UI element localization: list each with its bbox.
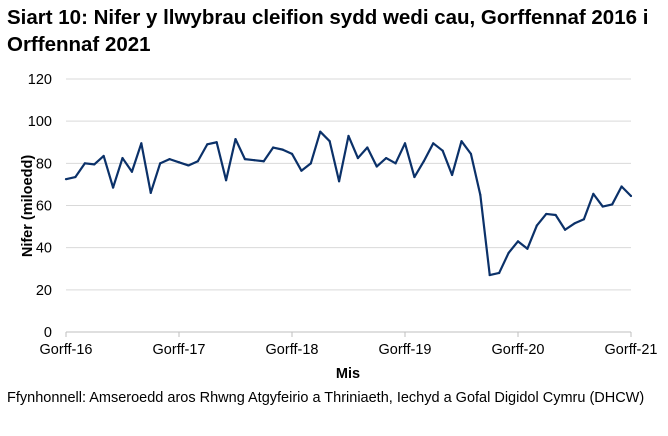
data-point [159,162,162,165]
data-point [488,273,491,277]
data-point [262,160,265,163]
data-point [149,191,152,194]
data-point [319,130,322,133]
y-tick-label: 40 [36,241,52,257]
data-point [74,175,77,179]
data-point [611,203,614,206]
data-point [290,152,294,155]
data-point [516,240,520,243]
data-point [328,140,331,143]
x-axis-title: Mis [336,366,360,382]
data-point [479,193,482,197]
data-point [526,247,529,250]
data-point [83,162,86,165]
y-tick-label: 80 [36,156,52,172]
y-tick-label: 60 [36,199,52,215]
data-point [168,158,171,161]
y-tick-label: 0 [44,325,52,341]
data-point [403,142,407,145]
data-point [394,162,397,165]
data-point [554,213,557,217]
x-tick-label: Gorff-19 [379,342,432,358]
data-point [460,140,463,143]
series-line [65,130,632,277]
data-point [300,169,303,172]
data-point [545,212,548,216]
data-point [130,170,134,173]
data-point [196,160,199,163]
data-point [422,160,425,163]
data-point [601,205,604,208]
data-point [309,162,312,165]
data-point [187,164,190,167]
data-point [272,146,275,149]
chart-title: Siart 10: Nifer y llwybrau cleifion sydd… [7,6,649,56]
x-tick-label: Gorff-17 [153,342,206,358]
data-point [215,141,218,144]
data-point [281,148,284,151]
data-point [592,192,595,196]
y-tick-label: 120 [28,72,52,88]
data-point [582,218,586,221]
x-tick-label: Gorff-16 [40,342,93,358]
data-point [102,154,105,158]
x-tick-label: Gorff-21 [605,342,658,358]
data-point [413,175,416,179]
data-point [573,222,576,225]
data-point [111,186,115,189]
data-point [93,163,96,166]
x-tick-label: Gorff-18 [266,342,319,358]
data-point [375,165,378,168]
data-point [450,173,454,177]
data-point [629,194,633,198]
data-point [337,180,341,183]
data-point [64,178,68,181]
data-point [507,251,510,255]
data-point [224,179,228,182]
data-point [469,152,473,155]
data-point [234,137,237,141]
data-point [535,224,538,227]
data-point [140,142,143,145]
data-point [243,158,247,161]
data-point [253,159,256,162]
data-point [347,134,350,138]
data-point [498,271,501,275]
x-tick-label: Gorff-20 [492,342,545,358]
data-point [177,161,181,164]
y-tick-label: 100 [28,114,52,130]
y-tick-label: 20 [36,283,52,299]
data-point [432,142,435,145]
y-axis-title: Nifer (miloedd) [20,155,36,257]
source-note: Ffynhonnell: Amseroedd aros Rhwng Atgyfe… [7,390,645,406]
data-point [385,156,388,160]
data-point [366,146,369,149]
data-point [356,156,360,160]
data-point [620,185,623,188]
data-point [441,149,444,152]
data-point [121,156,124,160]
data-point [563,228,567,231]
data-point [206,143,209,146]
